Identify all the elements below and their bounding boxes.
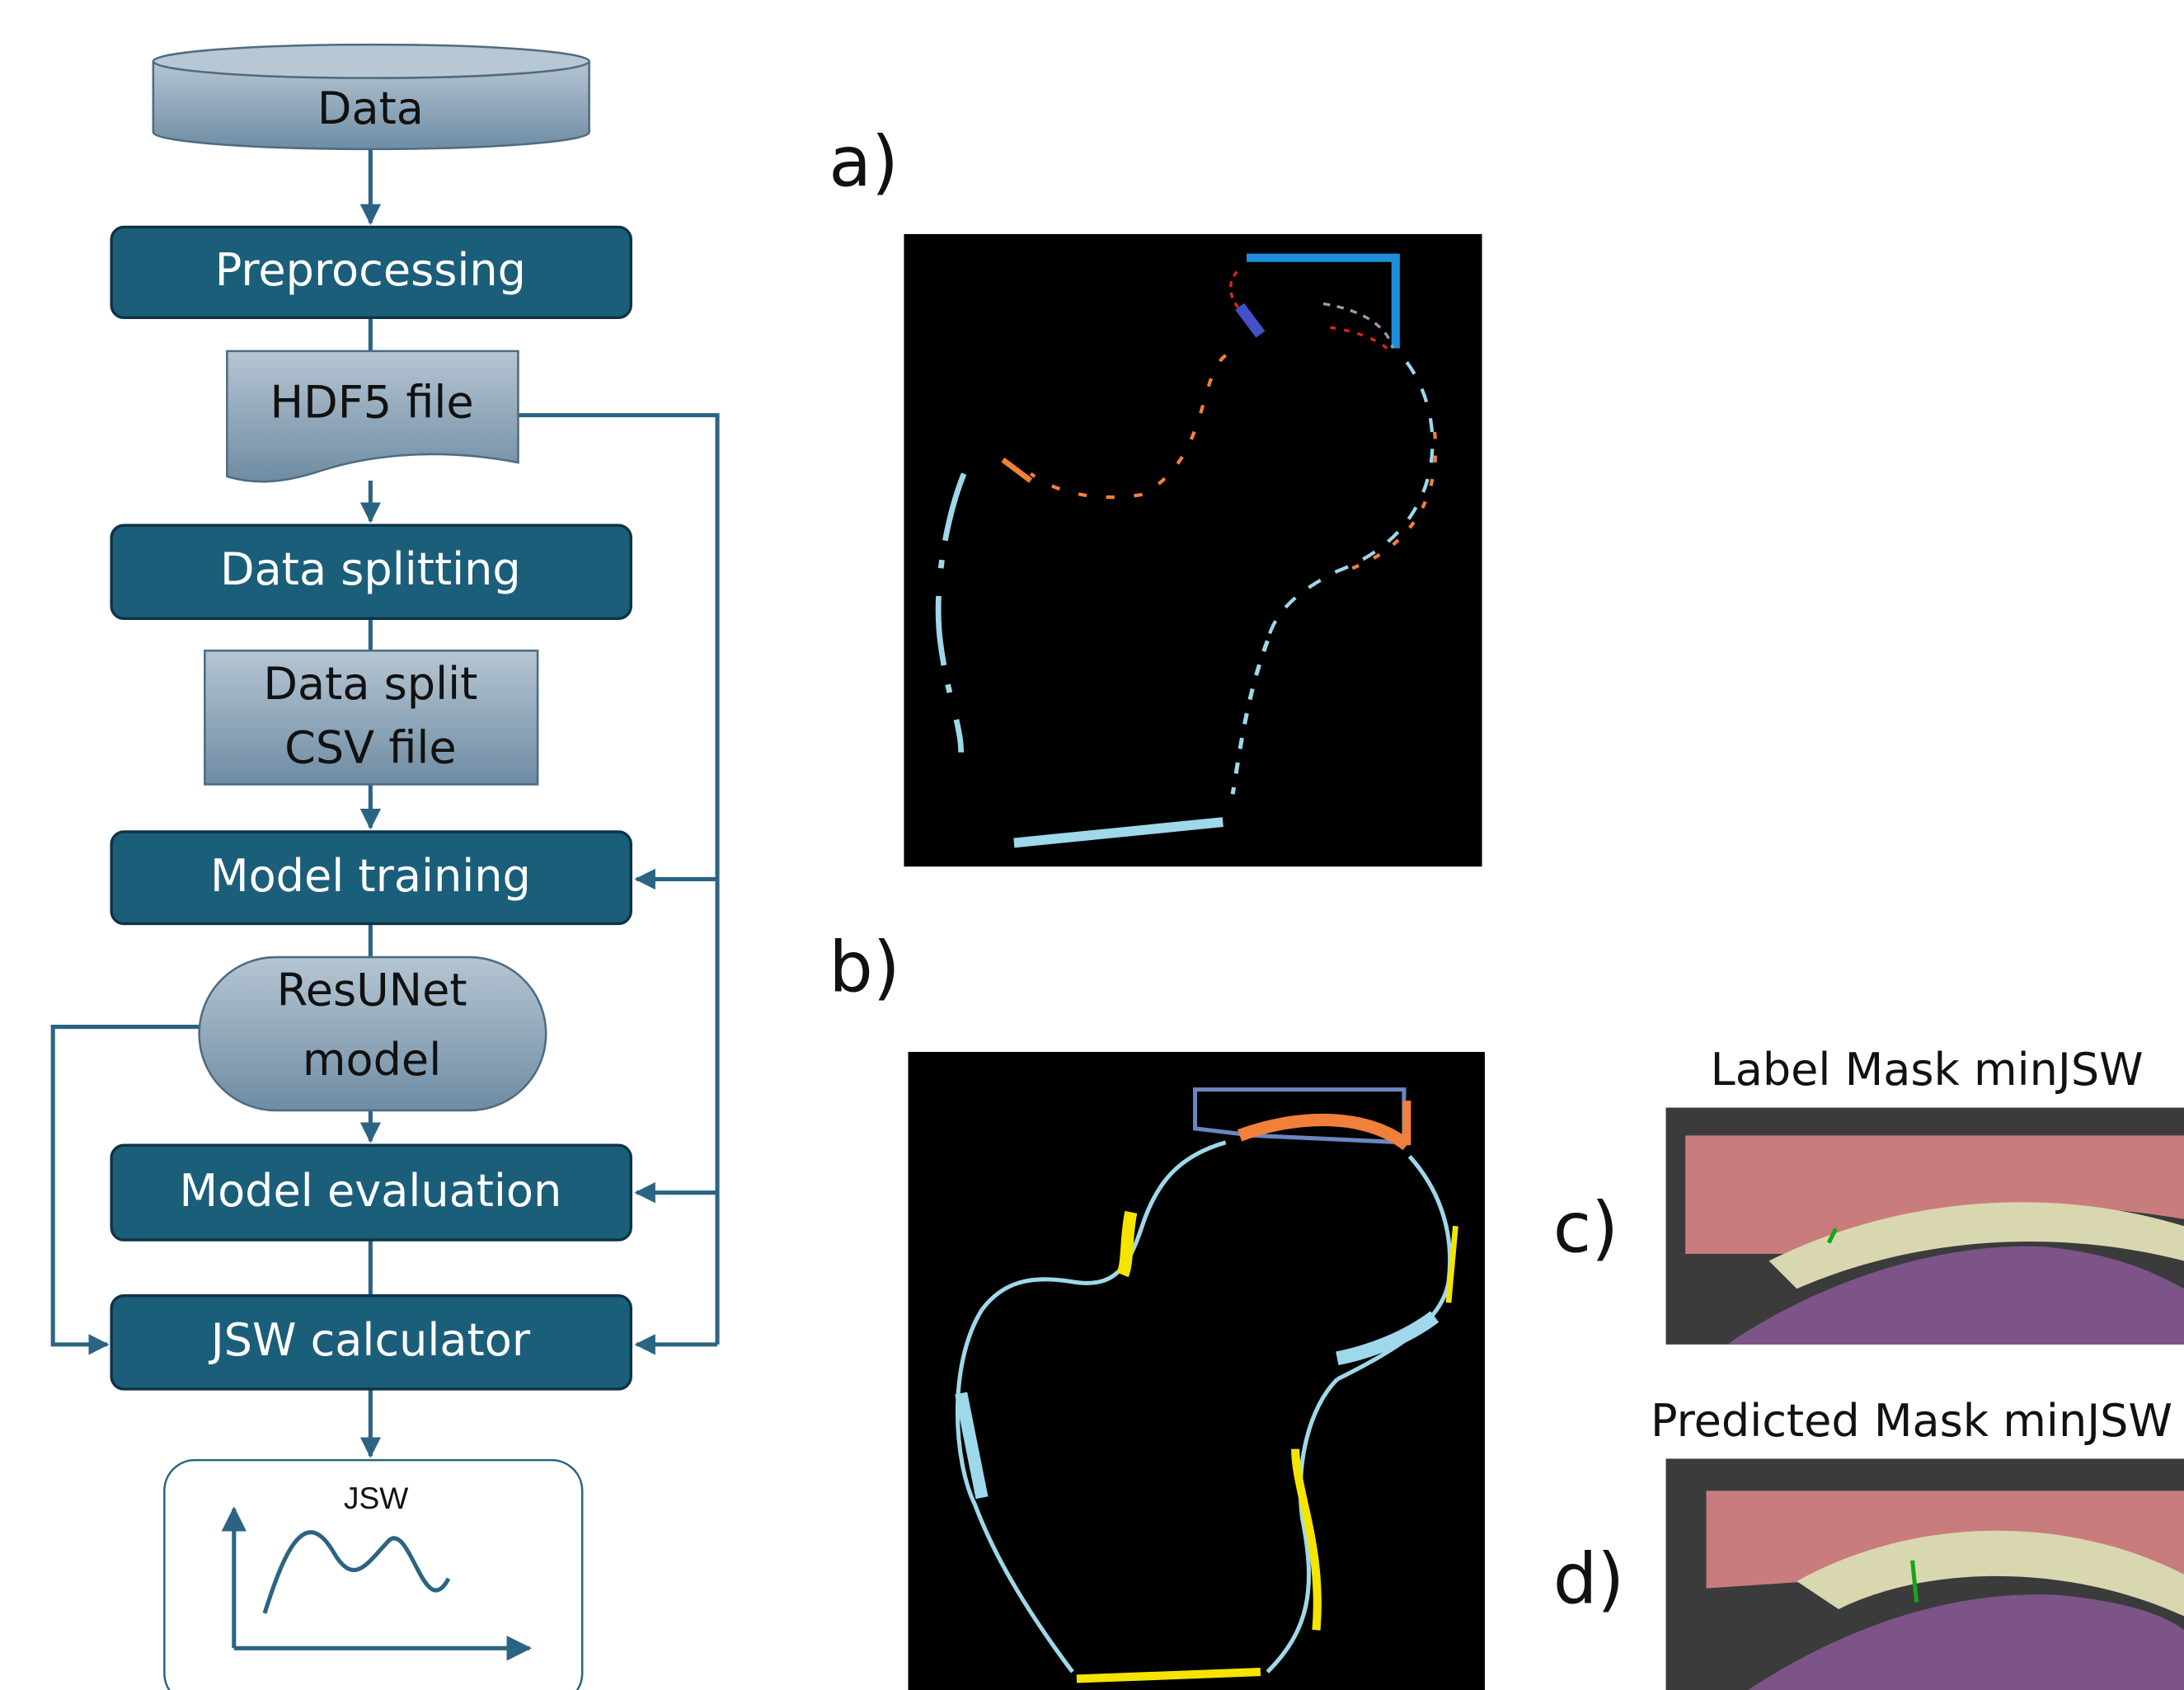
node-data: Data [153,45,589,149]
panel-label: a) [829,122,899,203]
node-label: model [303,1034,441,1086]
node-training: Model training [111,832,631,924]
node-label: CSV file [284,722,457,774]
node-label: JSW [344,1481,408,1515]
node-hdf5: HDF5 file [227,351,518,481]
node-label: Data split [263,658,477,710]
node-preprocessing: Preprocessing [111,227,631,317]
node-evaluation: Model evaluation [111,1145,631,1240]
node-jsw-output: JSW [164,1460,582,1690]
image-c [1666,1108,2184,1345]
node-label: ResUNet [277,965,467,1016]
node-label: Data [317,82,424,134]
connectors [53,146,717,1456]
panel-label: d) [1553,1538,1625,1619]
image-a [904,234,1482,866]
node-label: Model evaluation [179,1165,561,1217]
node-label: HDF5 file [270,376,473,428]
panel-label: c) [1553,1188,1618,1269]
mask-title: Predicted Mask minJSW [1651,1395,2172,1447]
figure: Data Preprocessing HDF5 file Data splitt… [0,0,2184,1690]
node-splitting: Data splitting [111,525,631,618]
node-csv: Data split CSV file [204,650,538,784]
node-label: JSW calculator [209,1314,531,1366]
node-calculator: JSW calculator [111,1296,631,1389]
node-model: ResUNet model [200,957,547,1110]
image-d [1666,1458,2184,1690]
panel-label: b) [829,927,900,1008]
mask-title: Label Mask minJSW [1711,1044,2144,1096]
image-b [908,1052,1484,1690]
node-label: Model training [210,850,531,902]
node-label: Preprocessing [215,244,526,296]
node-label: Data splitting [220,543,521,595]
